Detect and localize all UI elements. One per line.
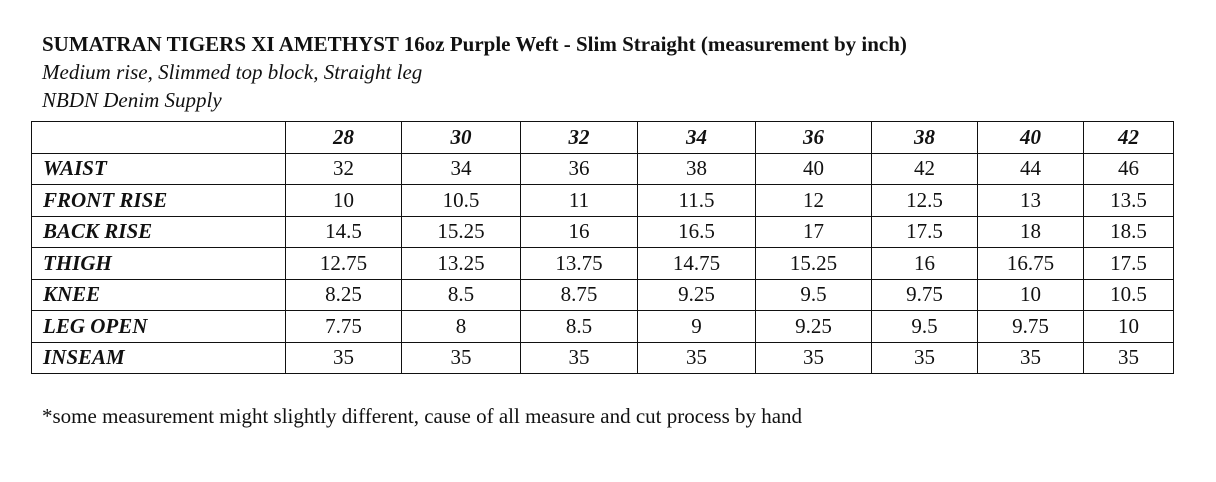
- size-header-row: 28 30 32 34 36 38 40 42: [31, 121, 1174, 154]
- measurement-value: 34: [401, 152, 521, 185]
- measurement-value: 10: [285, 184, 402, 217]
- measurement-value: 12: [755, 184, 872, 217]
- measurement-value: 10: [977, 278, 1084, 311]
- size-header: 38: [871, 121, 978, 154]
- measurement-value: 14.5: [285, 215, 402, 248]
- document-header: SUMATRAN TIGERS XI AMETHYST 16oz Purple …: [42, 30, 1162, 114]
- measurement-value: 35: [637, 341, 756, 374]
- measurement-value: 8.5: [520, 310, 638, 343]
- table-row: LEG OPEN 7.75 8 8.5 9 9.25 9.5 9.75 10: [31, 310, 1174, 343]
- measurement-value: 9: [637, 310, 756, 343]
- measurement-value: 35: [977, 341, 1084, 374]
- measurement-value: 8.25: [285, 278, 402, 311]
- size-header: 32: [520, 121, 638, 154]
- measurement-value: 17: [755, 215, 872, 248]
- measurement-label: THIGH: [31, 247, 286, 280]
- size-header: 28: [285, 121, 402, 154]
- measurement-value: 9.75: [977, 310, 1084, 343]
- measurement-value: 11.5: [637, 184, 756, 217]
- measurement-value: 35: [871, 341, 978, 374]
- size-header: 30: [401, 121, 521, 154]
- size-header: 34: [637, 121, 756, 154]
- measurement-value: 12.5: [871, 184, 978, 217]
- measurement-value: 9.25: [755, 310, 872, 343]
- measurement-value: 35: [401, 341, 521, 374]
- fit-description: Medium rise, Slimmed top block, Straight…: [42, 60, 423, 84]
- measurement-value: 46: [1083, 152, 1174, 185]
- corner-cell: [31, 121, 286, 154]
- table-row: KNEE 8.25 8.5 8.75 9.25 9.5 9.75 10 10.5: [31, 278, 1174, 311]
- measurement-value: 40: [755, 152, 872, 185]
- measurement-value: 44: [977, 152, 1084, 185]
- size-header: 42: [1083, 121, 1174, 154]
- table-row: INSEAM 35 35 35 35 35 35 35 35: [31, 341, 1174, 374]
- measurement-value: 18.5: [1083, 215, 1174, 248]
- measurement-value: 15.25: [755, 247, 872, 280]
- measurement-label: INSEAM: [31, 341, 286, 374]
- measurement-value: 38: [637, 152, 756, 185]
- measurement-value: 32: [285, 152, 402, 185]
- measurement-value: 13.25: [401, 247, 521, 280]
- size-header: 40: [977, 121, 1084, 154]
- measurement-value: 16.75: [977, 247, 1084, 280]
- measurement-value: 17.5: [871, 215, 978, 248]
- size-header: 36: [755, 121, 872, 154]
- measurement-value: 9.25: [637, 278, 756, 311]
- measurement-value: 17.5: [1083, 247, 1174, 280]
- page-title: SUMATRAN TIGERS XI AMETHYST 16oz Purple …: [42, 32, 907, 56]
- measurement-value: 36: [520, 152, 638, 185]
- measurement-value: 14.75: [637, 247, 756, 280]
- table-row: BACK RISE 14.5 15.25 16 16.5 17 17.5 18 …: [31, 215, 1174, 248]
- measurement-value: 10.5: [1083, 278, 1174, 311]
- measurement-value: 35: [520, 341, 638, 374]
- measurement-value: 10.5: [401, 184, 521, 217]
- measurement-value: 13.5: [1083, 184, 1174, 217]
- measurement-value: 8.75: [520, 278, 638, 311]
- measurement-label: BACK RISE: [31, 215, 286, 248]
- measurement-label: WAIST: [31, 152, 286, 185]
- measurement-value: 35: [755, 341, 872, 374]
- measurement-value: 8: [401, 310, 521, 343]
- footnote: *some measurement might slightly differe…: [42, 404, 803, 428]
- measurement-value: 9.5: [871, 310, 978, 343]
- measurement-value: 18: [977, 215, 1084, 248]
- measurement-value: 12.75: [285, 247, 402, 280]
- measurement-value: 11: [520, 184, 638, 217]
- measurement-value: 16: [871, 247, 978, 280]
- measurement-value: 35: [285, 341, 402, 374]
- measurement-label: KNEE: [31, 278, 286, 311]
- measurement-value: 13: [977, 184, 1084, 217]
- table-row: WAIST 32 34 36 38 40 42 44 46: [31, 152, 1174, 185]
- size-chart-table: 28 30 32 34 36 38 40 42 WAIST 32 34 36 3…: [31, 121, 1174, 374]
- measurement-value: 7.75: [285, 310, 402, 343]
- measurement-value: 8.5: [401, 278, 521, 311]
- measurement-value: 9.75: [871, 278, 978, 311]
- table-row: THIGH 12.75 13.25 13.75 14.75 15.25 16 1…: [31, 247, 1174, 280]
- measurement-value: 10: [1083, 310, 1174, 343]
- measurement-value: 15.25: [401, 215, 521, 248]
- measurement-label: FRONT RISE: [31, 184, 286, 217]
- measurement-value: 35: [1083, 341, 1174, 374]
- measurement-value: 42: [871, 152, 978, 185]
- table-row: FRONT RISE 10 10.5 11 11.5 12 12.5 13 13…: [31, 184, 1174, 217]
- measurement-value: 9.5: [755, 278, 872, 311]
- measurement-value: 16.5: [637, 215, 756, 248]
- supplier-name: NBDN Denim Supply: [42, 88, 222, 112]
- measurement-value: 16: [520, 215, 638, 248]
- measurement-label: LEG OPEN: [31, 310, 286, 343]
- measurement-value: 13.75: [520, 247, 638, 280]
